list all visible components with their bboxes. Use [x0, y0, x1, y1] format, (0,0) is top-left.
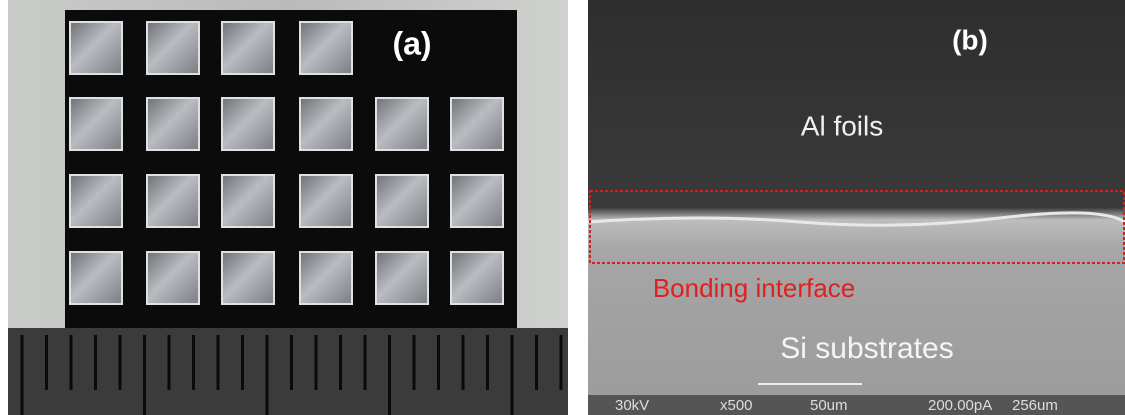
metal-pad — [70, 175, 122, 227]
info-text: 30kV — [615, 397, 649, 414]
metal-pad — [147, 98, 199, 150]
metal-pad — [147, 252, 199, 304]
metal-pad — [222, 175, 274, 227]
panel-label: (a) — [392, 25, 431, 61]
metal-pad — [147, 22, 199, 74]
panel-a: (a) — [8, 0, 568, 415]
metal-pad — [222, 22, 274, 74]
ruler — [8, 328, 568, 415]
metal-pad — [70, 98, 122, 150]
metal-pad — [222, 252, 274, 304]
figure: (a) (b) Al foils Bonding interface Si su… — [0, 0, 1125, 415]
panel-label: (b) — [952, 24, 988, 55]
metal-pad — [300, 22, 352, 74]
metal-pad — [300, 98, 352, 150]
metal-pad — [300, 252, 352, 304]
metal-pad — [147, 175, 199, 227]
interface-label: Bonding interface — [653, 273, 855, 303]
metal-pad — [376, 252, 428, 304]
metal-pad — [222, 98, 274, 150]
metal-pad — [451, 252, 503, 304]
metal-pad — [70, 22, 122, 74]
layer-label: Al foils — [801, 110, 883, 141]
metal-pad — [70, 252, 122, 304]
metal-pad — [376, 175, 428, 227]
metal-pad — [451, 175, 503, 227]
metal-pad — [300, 175, 352, 227]
info-text: 256um — [1012, 397, 1058, 414]
sample-substrate — [65, 10, 517, 328]
info-text: 50um — [810, 397, 848, 414]
metal-pad — [451, 98, 503, 150]
info-text: 200.00pA — [928, 397, 992, 414]
info-text: x500 — [720, 397, 753, 414]
layer-label: Si substrates — [780, 332, 953, 365]
panel-b: (b) Al foils Bonding interface Si substr… — [588, 0, 1125, 415]
metal-pad — [376, 98, 428, 150]
